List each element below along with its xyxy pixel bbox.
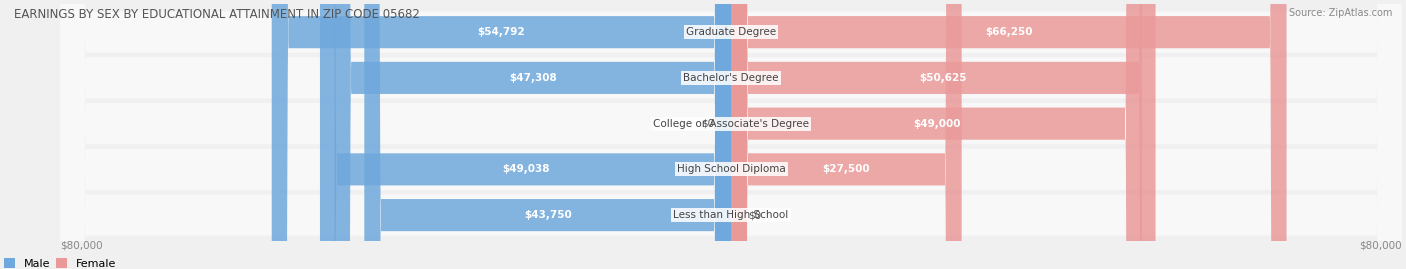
FancyBboxPatch shape [60,0,1402,269]
FancyBboxPatch shape [60,0,1402,269]
Text: Less than High School: Less than High School [673,210,789,220]
Text: $47,308: $47,308 [509,73,557,83]
Legend: Male, Female: Male, Female [4,258,117,269]
Text: Source: ZipAtlas.com: Source: ZipAtlas.com [1288,8,1392,18]
Text: $80,000: $80,000 [60,241,103,251]
Text: EARNINGS BY SEX BY EDUCATIONAL ATTAINMENT IN ZIP CODE 05682: EARNINGS BY SEX BY EDUCATIONAL ATTAINMEN… [14,8,420,21]
Text: $0: $0 [748,210,761,220]
Text: $49,038: $49,038 [502,164,550,174]
FancyBboxPatch shape [60,0,1402,269]
FancyBboxPatch shape [335,0,731,269]
FancyBboxPatch shape [731,0,1286,269]
FancyBboxPatch shape [60,0,1402,269]
Text: $50,625: $50,625 [920,73,967,83]
Text: $49,000: $49,000 [912,119,960,129]
Text: $43,750: $43,750 [524,210,572,220]
FancyBboxPatch shape [321,0,731,269]
Text: High School Diploma: High School Diploma [676,164,786,174]
Text: $0: $0 [702,119,714,129]
Text: $80,000: $80,000 [1360,241,1402,251]
Text: Bachelor's Degree: Bachelor's Degree [683,73,779,83]
Text: Graduate Degree: Graduate Degree [686,27,776,37]
FancyBboxPatch shape [271,0,731,269]
Text: College or Associate's Degree: College or Associate's Degree [654,119,808,129]
FancyBboxPatch shape [60,0,1402,269]
FancyBboxPatch shape [731,0,1156,269]
Text: $66,250: $66,250 [986,27,1032,37]
FancyBboxPatch shape [364,0,731,269]
FancyBboxPatch shape [731,0,962,269]
FancyBboxPatch shape [731,0,1142,269]
Text: $54,792: $54,792 [478,27,526,37]
Text: $27,500: $27,500 [823,164,870,174]
